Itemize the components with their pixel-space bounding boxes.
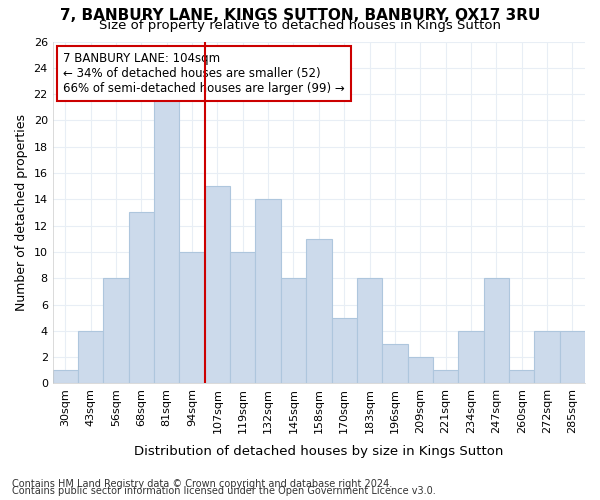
Bar [433,370,458,384]
Bar [129,212,154,384]
Bar [103,278,129,384]
Bar [509,370,535,384]
Bar [484,278,509,384]
Text: 7 BANBURY LANE: 104sqm
← 34% of detached houses are smaller (52)
66% of semi-det: 7 BANBURY LANE: 104sqm ← 34% of detached… [64,52,345,95]
Text: Contains HM Land Registry data © Crown copyright and database right 2024.: Contains HM Land Registry data © Crown c… [12,479,392,489]
Text: Contains public sector information licensed under the Open Government Licence v3: Contains public sector information licen… [12,486,436,496]
Bar [560,331,585,384]
Bar [281,278,306,384]
Bar [382,344,407,384]
Bar [332,318,357,384]
Bar [256,200,281,384]
Text: Size of property relative to detached houses in Kings Sutton: Size of property relative to detached ho… [99,18,501,32]
Text: 7, BANBURY LANE, KINGS SUTTON, BANBURY, OX17 3RU: 7, BANBURY LANE, KINGS SUTTON, BANBURY, … [60,8,540,22]
Bar [179,252,205,384]
Bar [53,370,78,384]
Y-axis label: Number of detached properties: Number of detached properties [15,114,28,311]
Bar [78,331,103,384]
X-axis label: Distribution of detached houses by size in Kings Sutton: Distribution of detached houses by size … [134,444,503,458]
Bar [535,331,560,384]
Bar [458,331,484,384]
Bar [407,357,433,384]
Bar [230,252,256,384]
Bar [357,278,382,384]
Bar [306,239,332,384]
Bar [205,186,230,384]
Bar [154,94,179,384]
